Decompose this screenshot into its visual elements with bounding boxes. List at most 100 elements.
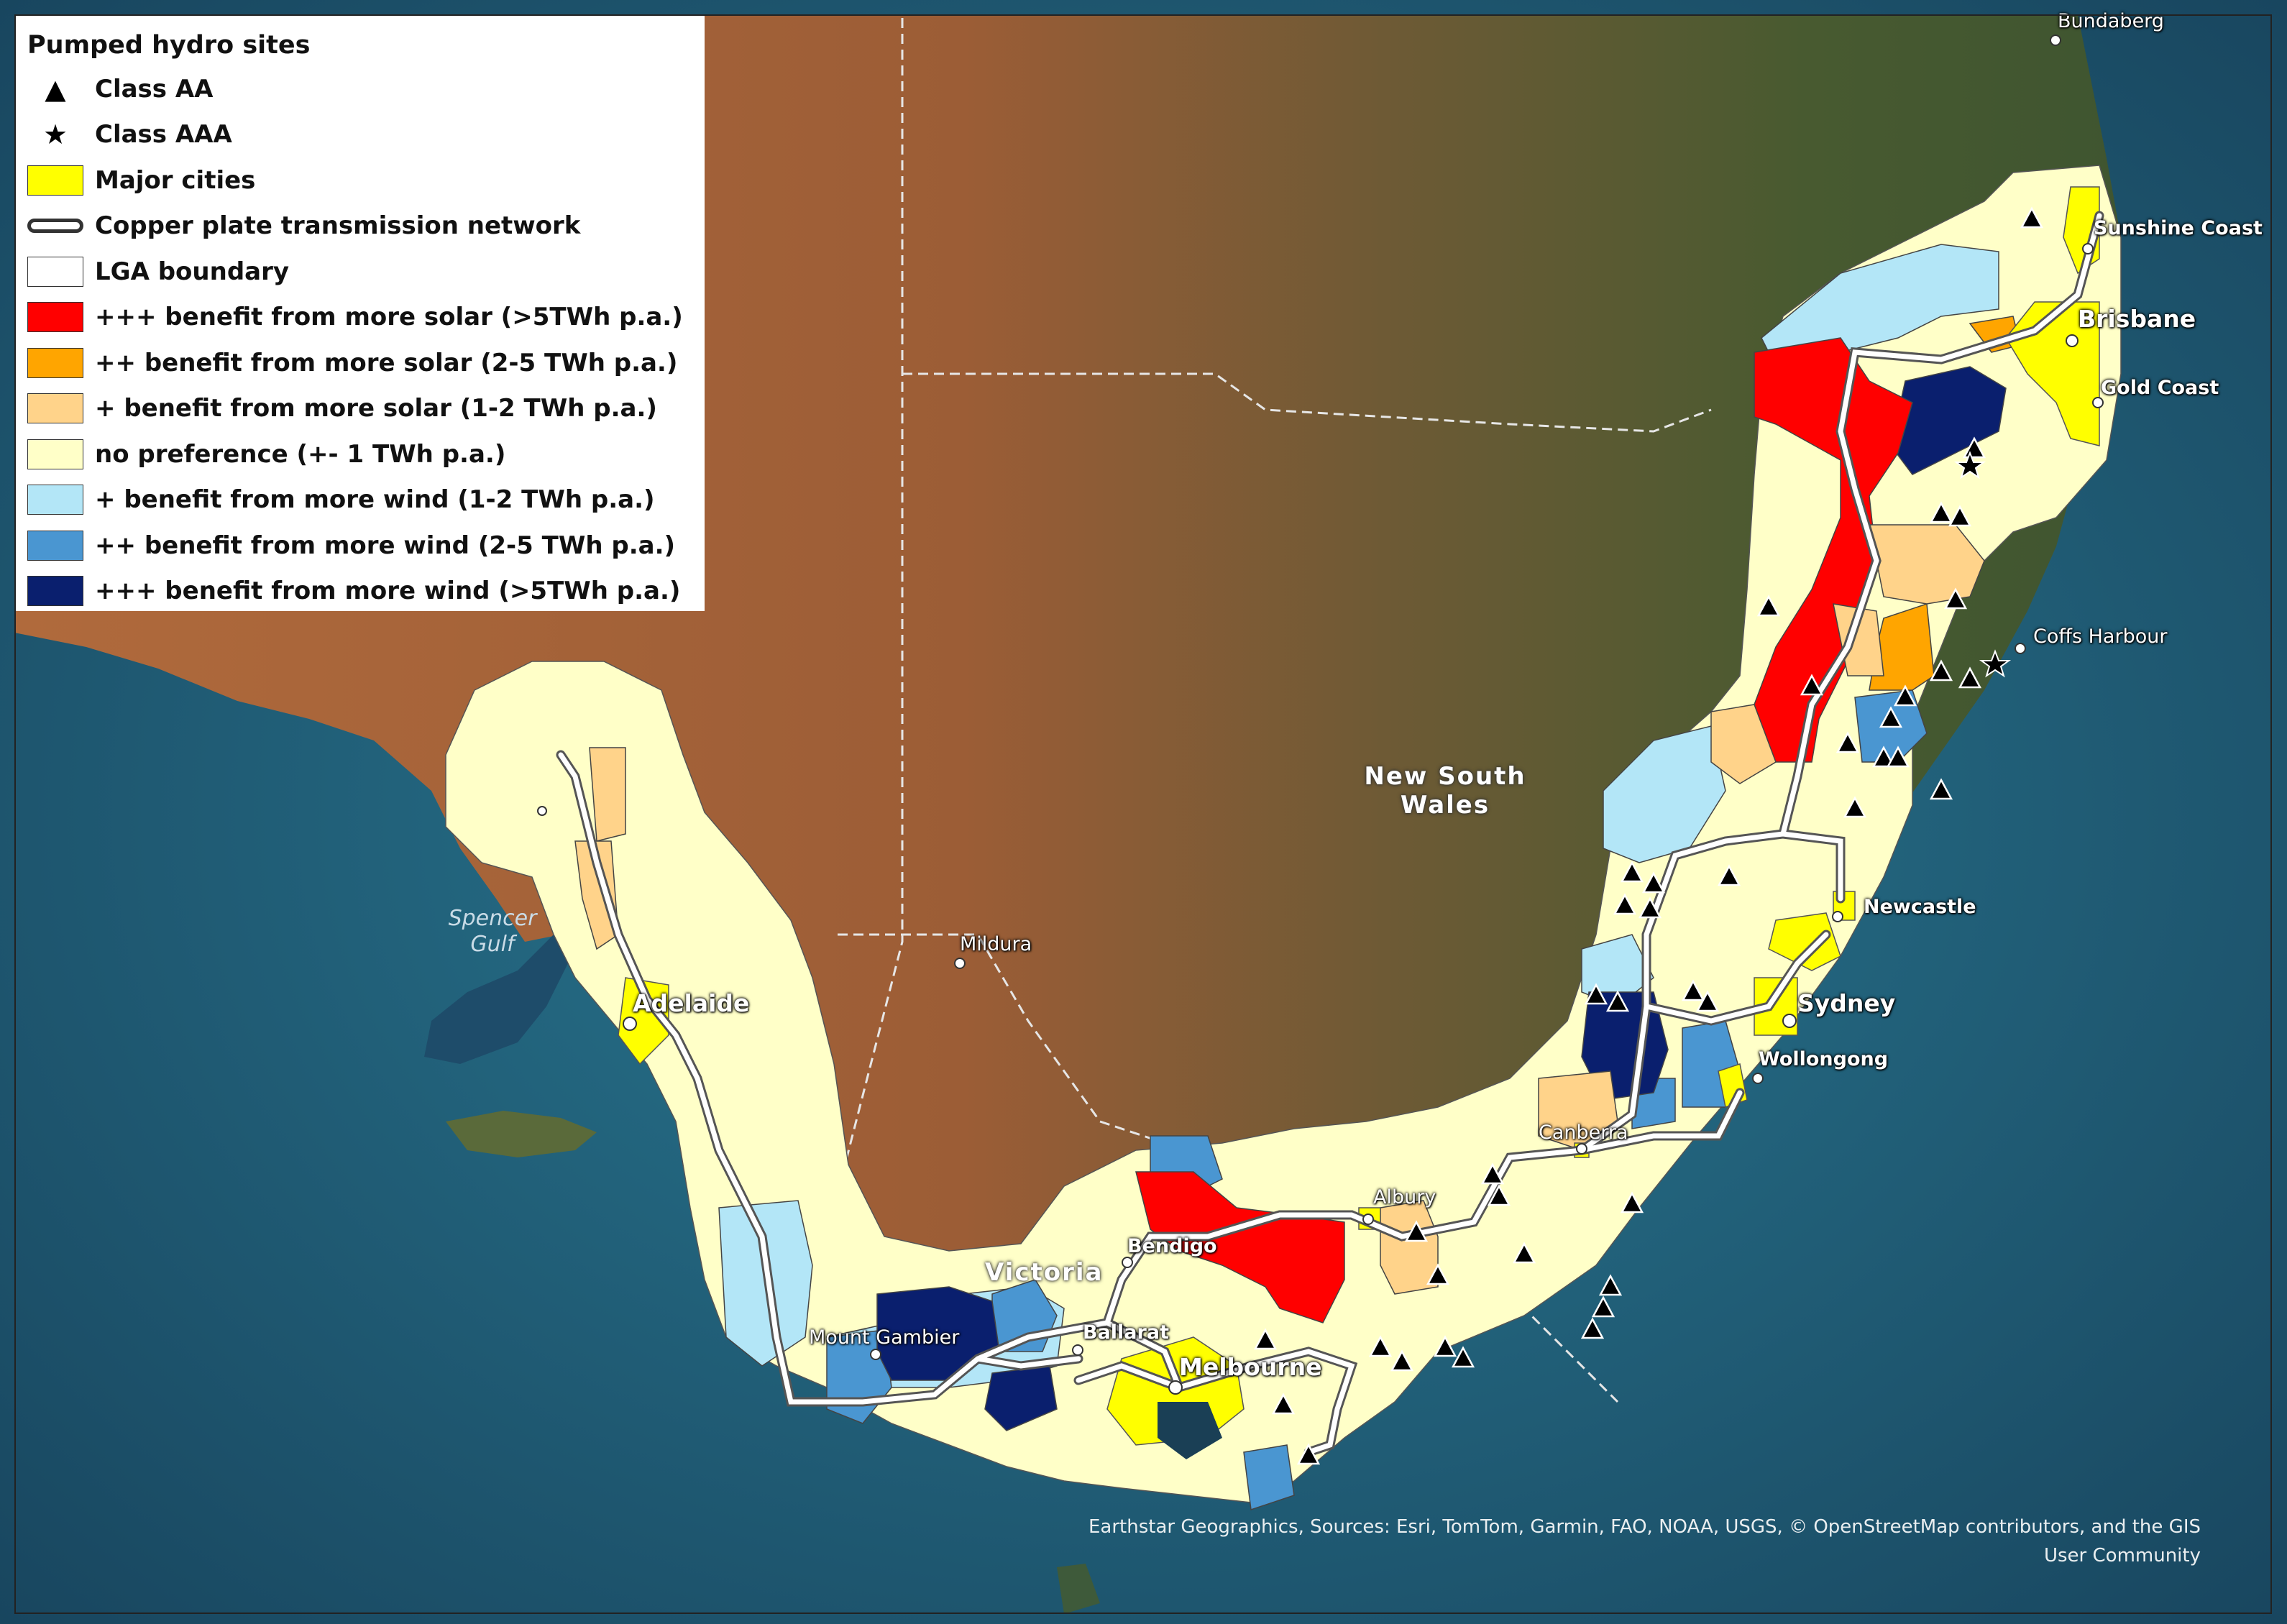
hydro-site-aa xyxy=(1843,796,1867,818)
hydro-site-aa xyxy=(1835,731,1860,753)
city-dot xyxy=(1168,1380,1183,1395)
legend-swatch xyxy=(27,576,83,607)
legend-items: ▲ Class AA ★ Class AAA Major cities Copper pl… xyxy=(27,66,692,614)
hydro-site-aa xyxy=(1929,501,1953,523)
hydro-site-aa xyxy=(1591,1295,1615,1318)
legend-item: Major cities xyxy=(27,157,692,203)
city-dot xyxy=(2066,334,2079,347)
legend-item: ▲ Class AA xyxy=(27,66,692,112)
label-canberra: Canberra xyxy=(1539,1121,1628,1144)
legend-symbol xyxy=(27,302,95,333)
legend-symbol xyxy=(27,530,95,561)
transmission-line-icon xyxy=(27,219,83,234)
hydro-site-aa xyxy=(1717,864,1741,886)
hydro-site-aa xyxy=(1756,595,1781,617)
legend-label: Major cities xyxy=(95,165,256,195)
city-dot xyxy=(537,806,547,816)
legend-symbol xyxy=(27,576,95,607)
label-spencer-gulf: Spencer Gulf xyxy=(448,906,537,957)
hydro-site-aa xyxy=(1948,505,1972,527)
city-dot xyxy=(2082,243,2094,254)
legend-symbol: ★ xyxy=(27,121,95,148)
legend-title: Pumped hydro sites xyxy=(27,31,311,60)
legend-label: +++ benefit from more solar (>5TWh p.a.) xyxy=(95,303,683,332)
city-dot xyxy=(1072,1344,1083,1356)
solar-zones xyxy=(574,316,2021,1323)
legend-label: Class AA xyxy=(95,74,214,104)
hydro-site-aa xyxy=(1426,1263,1450,1285)
legend-swatch xyxy=(27,165,83,196)
hydro-site-aa xyxy=(1580,1317,1605,1339)
label-sydney: Sydney xyxy=(1797,989,1896,1017)
hydro-site-aa xyxy=(1271,1393,1296,1415)
label-victoria: Victoria xyxy=(985,1258,1104,1287)
hydro-site-aa xyxy=(1879,706,1903,728)
hydro-site-aa xyxy=(1695,990,1720,1012)
legend: Pumped hydro sites ▲ Class AA ★ Class AAA Ma… xyxy=(14,14,705,611)
city-dot xyxy=(2050,35,2061,46)
hydro-site-aa xyxy=(1893,684,1917,707)
legend-swatch xyxy=(27,347,83,378)
legend-symbol xyxy=(27,219,95,234)
kangaroo-island xyxy=(446,1111,597,1157)
pumped-hydro-class-aa xyxy=(1253,206,2044,1465)
pumped-hydro-class-aaa xyxy=(1953,451,2012,678)
city-dot xyxy=(623,1017,637,1031)
legend-label: ++ benefit from more solar (2-5 TWh p.a.… xyxy=(95,348,678,377)
legend-label: LGA boundary xyxy=(95,257,290,286)
legend-swatch xyxy=(27,439,83,469)
hydro-site-aa xyxy=(1943,587,1968,610)
legend-swatch xyxy=(27,485,83,515)
legend-symbol xyxy=(27,393,95,424)
city-dots xyxy=(537,35,2104,1395)
legend-swatch xyxy=(27,302,83,333)
hydro-site-aa xyxy=(1368,1335,1393,1357)
city-dot xyxy=(2015,643,2026,654)
legend-symbol: ▲ xyxy=(27,75,95,103)
hydro-site-aa xyxy=(1620,861,1644,883)
legend-label: +++ benefit from more wind (>5TWh p.a.) xyxy=(95,577,681,606)
label-new-south-wales: New South Wales xyxy=(1364,762,1526,820)
legend-item: LGA boundary xyxy=(27,249,692,295)
hydro-site-aa xyxy=(1620,1191,1644,1214)
legend-swatch xyxy=(27,393,83,424)
label-brisbane: Brisbane xyxy=(2078,305,2196,333)
label-mount-gambier: Mount Gambier xyxy=(809,1326,960,1349)
legend-item: ++ benefit from more solar (2-5 TWh p.a.… xyxy=(27,340,692,386)
hydro-site-aa xyxy=(1929,778,1953,800)
hydro-site-aa xyxy=(1487,1184,1511,1206)
label-mildura: Mildura xyxy=(960,933,1032,955)
legend-symbol xyxy=(27,165,95,196)
hydro-site-aa xyxy=(1253,1328,1278,1350)
hydro-site-aa xyxy=(1641,871,1666,894)
hydro-site-aa xyxy=(1404,1220,1429,1242)
legend-item: +++ benefit from more wind (>5TWh p.a.) xyxy=(27,569,692,615)
hydro-site-aa xyxy=(1638,896,1662,919)
hydro-site-aa xyxy=(1598,1274,1623,1296)
city-dot xyxy=(1752,1073,1764,1084)
city-dot xyxy=(1782,1014,1797,1028)
label-sunshine-coast: Sunshine Coast xyxy=(2094,217,2263,239)
hydro-site-aa xyxy=(1929,659,1953,682)
legend-label: ++ benefit from more wind (2-5 TWh p.a.) xyxy=(95,531,676,560)
label-bundaberg: Bundaberg xyxy=(2058,10,2164,32)
city-dot xyxy=(1832,911,1843,922)
city-dot xyxy=(1122,1257,1133,1268)
hydro-site-aa xyxy=(1681,979,1705,1001)
city-dot xyxy=(2092,397,2104,408)
port-phillip-bay xyxy=(1158,1402,1222,1459)
map-attribution: Earthstar Geographics, Sources: Esri, To… xyxy=(1088,1516,2201,1566)
label-melbourne: Melbourne xyxy=(1179,1353,1322,1381)
label-newcastle: Newcastle xyxy=(1864,896,1976,918)
hydro-site-aa xyxy=(1886,746,1910,768)
hydro-site-aa xyxy=(1958,666,1982,689)
city-dot xyxy=(954,958,966,969)
hydro-site-aaa xyxy=(1979,649,2012,678)
legend-item: Copper plate transmission network xyxy=(27,203,692,249)
hydro-site-aa xyxy=(1480,1162,1505,1185)
star-icon: ★ xyxy=(42,119,68,151)
legend-label: no preference (+- 1 TWh p.a.) xyxy=(95,439,506,469)
hydro-site-aa xyxy=(1871,746,1896,768)
hydro-site-aa xyxy=(1512,1242,1536,1264)
